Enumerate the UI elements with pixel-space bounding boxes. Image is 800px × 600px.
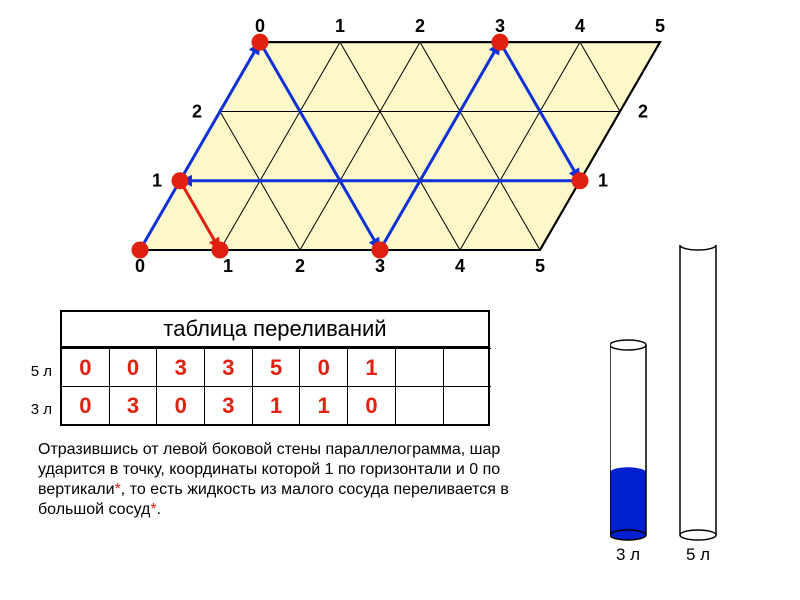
svg-text:1: 1 (152, 171, 162, 191)
table-cell: 0 (157, 386, 205, 424)
table-cell: 1 (348, 348, 396, 386)
table-cell: 0 (348, 386, 396, 424)
caption-text: Отразившись от левой боковой стены парал… (38, 440, 558, 520)
svg-text:2: 2 (192, 101, 202, 121)
table-cell (444, 348, 492, 386)
table-cell: 0 (110, 348, 158, 386)
table-title: таблица переливаний (60, 310, 490, 348)
table-cell: 0 (62, 348, 110, 386)
svg-text:5: 5 (535, 256, 545, 276)
table-cell: 0 (62, 386, 110, 424)
svg-text:2: 2 (638, 101, 648, 121)
svg-text:3: 3 (375, 256, 385, 276)
row-label-5l: 5 л (22, 363, 52, 380)
cylinders: 3 л 5 л (610, 245, 740, 550)
pour-table: 5 л 3 л таблица переливаний 003350103031… (60, 310, 490, 426)
table-cell: 3 (110, 386, 158, 424)
svg-text:1: 1 (223, 256, 233, 276)
table-cell: 1 (300, 386, 348, 424)
svg-text:4: 4 (575, 16, 585, 36)
svg-text:2: 2 (295, 256, 305, 276)
table-cell: 1 (253, 386, 301, 424)
table-cell (444, 386, 492, 424)
table-cell (396, 348, 444, 386)
svg-text:1: 1 (335, 16, 345, 36)
table-cell (396, 386, 444, 424)
svg-text:0: 0 (255, 16, 265, 36)
cylinder-label-small: 3 л (603, 545, 653, 565)
table-cell: 0 (300, 348, 348, 386)
table-cell: 3 (205, 348, 253, 386)
svg-text:0: 0 (135, 256, 145, 276)
svg-text:3: 3 (495, 16, 505, 36)
svg-text:2: 2 (415, 16, 425, 36)
svg-text:5: 5 (655, 16, 665, 36)
svg-text:1: 1 (598, 171, 608, 191)
svg-text:4: 4 (455, 256, 465, 276)
cylinder-label-large: 5 л (673, 545, 723, 565)
table-cell: 3 (205, 386, 253, 424)
table-cell: 3 (157, 348, 205, 386)
row-label-3l: 3 л (22, 401, 52, 418)
table-cell: 5 (253, 348, 301, 386)
